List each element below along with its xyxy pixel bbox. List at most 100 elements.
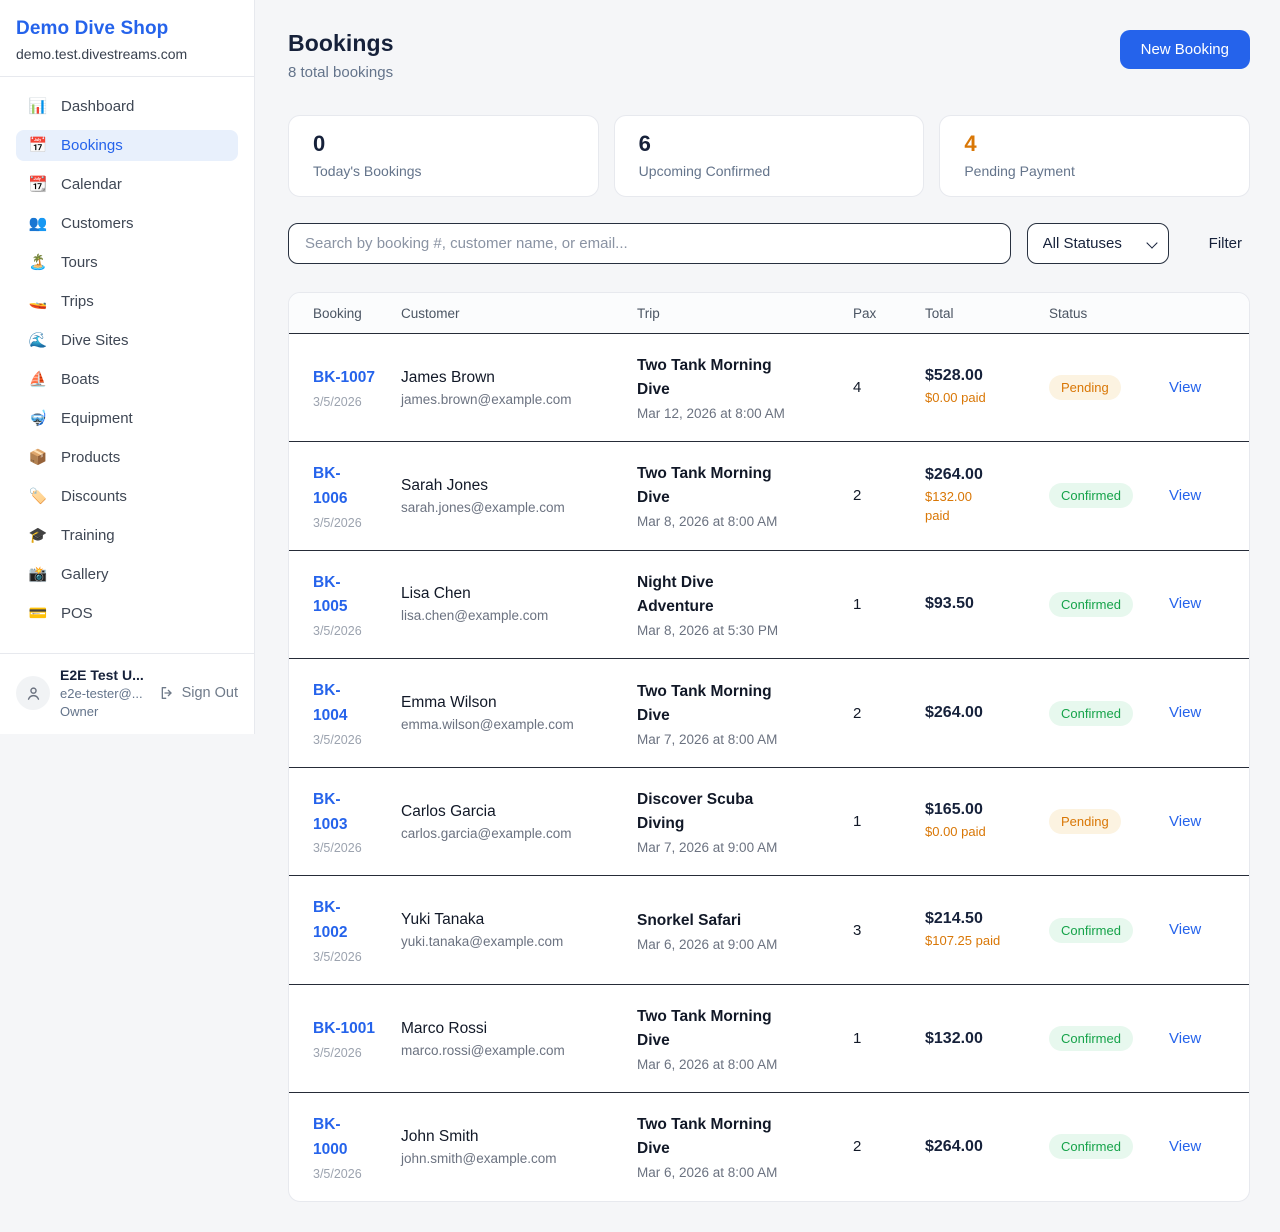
sidebar-item-boats[interactable]: ⛵ Boats bbox=[16, 364, 238, 395]
view-link[interactable]: View bbox=[1169, 812, 1202, 830]
booking-row: BK- 1004 3/5/2026 Emma Wilson emma.wilso… bbox=[289, 658, 1249, 768]
sidebar-item-icon: 👥 bbox=[28, 215, 48, 232]
sidebar-item-trips[interactable]: 🚤 Trips bbox=[16, 286, 238, 317]
sidebar-item-icon: 📊 bbox=[28, 98, 48, 115]
user-name: E2E Test U... bbox=[60, 667, 144, 683]
main-content: Bookings 8 total bookings New Booking 0 … bbox=[255, 0, 1280, 1232]
booking-date: 3/5/2026 bbox=[313, 841, 362, 856]
paid-amount: $0.00 paid bbox=[925, 824, 986, 840]
total-amount: $264.00 bbox=[925, 1137, 983, 1155]
stats-cards: 0 Today's Bookings 6 Upcoming Confirmed … bbox=[288, 115, 1251, 197]
trip-name: Two Tank Morning Dive bbox=[637, 682, 772, 724]
sidebar-item-label: Products bbox=[61, 449, 121, 466]
sidebar-item-label: Dashboard bbox=[61, 98, 135, 115]
sidebar-item-gallery[interactable]: 📸 Gallery bbox=[16, 559, 238, 590]
sign-out-button[interactable]: Sign Out bbox=[159, 685, 238, 701]
view-link[interactable]: View bbox=[1169, 704, 1202, 722]
user-info: E2E Test U... e2e-tester@... Owner bbox=[60, 667, 149, 719]
stat-card: 0 Today's Bookings bbox=[288, 115, 599, 197]
trip-datetime: Mar 6, 2026 at 8:00 AM bbox=[637, 1057, 778, 1073]
total-amount: $264.00 bbox=[925, 465, 983, 483]
booking-id-link[interactable]: BK- 1004 bbox=[313, 682, 348, 725]
sidebar-item-dashboard[interactable]: 📊 Dashboard bbox=[16, 91, 238, 122]
sidebar-item-icon: 🚤 bbox=[28, 293, 48, 310]
booking-id-link[interactable]: BK- 1003 bbox=[313, 790, 348, 833]
status-filter: All Statuses bbox=[1026, 223, 1169, 264]
pax-count: 1 bbox=[853, 983, 925, 1093]
trip-name: Snorkel Safari bbox=[637, 911, 742, 929]
booking-id-link[interactable]: BK-1001 bbox=[313, 1020, 376, 1038]
sidebar-item-equipment[interactable]: 🤿 Equipment bbox=[16, 403, 238, 434]
filter-button[interactable]: Filter bbox=[1201, 235, 1250, 252]
status-filter-select[interactable]: All Statuses bbox=[1026, 223, 1169, 264]
page-subtitle: 8 total bookings bbox=[288, 64, 394, 81]
stat-label: Pending Payment bbox=[964, 163, 1075, 179]
col-customer: Customer bbox=[401, 293, 637, 334]
col-trip: Trip bbox=[637, 293, 853, 334]
trip-name: Two Tank Morning Dive bbox=[637, 1008, 772, 1050]
booking-id-link[interactable]: BK-1007 bbox=[313, 369, 376, 387]
pax-count: 2 bbox=[853, 441, 925, 551]
booking-row: BK- 1003 3/5/2026 Carlos Garcia carlos.g… bbox=[289, 766, 1249, 876]
booking-date: 3/5/2026 bbox=[313, 394, 362, 409]
sidebar-item-bookings[interactable]: 📅 Bookings bbox=[16, 130, 238, 161]
new-booking-button[interactable]: New Booking bbox=[1119, 30, 1250, 69]
view-link[interactable]: View bbox=[1169, 486, 1202, 504]
sidebar: Demo Dive Shop demo.test.divestreams.com… bbox=[0, 0, 255, 734]
sidebar-item-calendar[interactable]: 📆 Calendar bbox=[16, 169, 238, 200]
stat-label: Today's Bookings bbox=[313, 163, 422, 179]
customer-email: carlos.garcia@example.com bbox=[401, 825, 572, 841]
sidebar-header: Demo Dive Shop demo.test.divestreams.com bbox=[0, 0, 254, 77]
search-input[interactable] bbox=[288, 223, 1011, 264]
total-amount: $93.50 bbox=[925, 595, 974, 613]
booking-id-link[interactable]: BK- 1006 bbox=[313, 465, 348, 507]
view-link[interactable]: View bbox=[1169, 595, 1202, 613]
booking-date: 3/5/2026 bbox=[313, 515, 362, 530]
trip-datetime: Mar 12, 2026 at 8:00 AM bbox=[637, 406, 785, 422]
booking-id-link[interactable]: BK- 1002 bbox=[313, 899, 348, 942]
view-link[interactable]: View bbox=[1169, 378, 1202, 396]
status-badge: Confirmed bbox=[1049, 483, 1133, 509]
sidebar-item-icon: 🎓 bbox=[28, 527, 48, 544]
sidebar-item-icon: 🌊 bbox=[28, 332, 48, 349]
sidebar-item-label: Calendar bbox=[61, 176, 122, 193]
customer-email: james.brown@example.com bbox=[401, 391, 572, 407]
booking-date: 3/5/2026 bbox=[313, 1166, 362, 1181]
col-total: Total bbox=[925, 293, 1049, 334]
stat-card: 4 Pending Payment bbox=[939, 115, 1251, 197]
booking-date: 3/5/2026 bbox=[313, 624, 362, 639]
trip-datetime: Mar 7, 2026 at 9:00 AM bbox=[637, 840, 778, 856]
sidebar-item-tours[interactable]: 🏝️ Tours bbox=[16, 247, 238, 278]
paid-amount: $107.25 paid bbox=[925, 932, 1001, 948]
booking-row: BK- 1006 3/5/2026 Sarah Jones sarah.jone… bbox=[289, 441, 1249, 551]
sidebar-item-icon: 📆 bbox=[28, 176, 48, 193]
user-role: Owner bbox=[60, 704, 99, 719]
page-header: Bookings 8 total bookings New Booking bbox=[288, 30, 1250, 81]
sidebar-item-customers[interactable]: 👥 Customers bbox=[16, 208, 238, 239]
sidebar-item-products[interactable]: 📦 Products bbox=[16, 442, 238, 473]
pax-count: 1 bbox=[853, 766, 925, 876]
total-amount: $264.00 bbox=[925, 704, 983, 722]
view-link[interactable]: View bbox=[1169, 1137, 1202, 1155]
stat-value: 4 bbox=[964, 131, 977, 156]
col-pax: Pax bbox=[853, 293, 925, 334]
sidebar-item-icon: 💳 bbox=[28, 605, 48, 622]
sidebar-item-label: Dive Sites bbox=[61, 332, 129, 349]
filter-row: All Statuses Filter bbox=[288, 223, 1250, 264]
sidebar-item-discounts[interactable]: 🏷️ Discounts bbox=[16, 481, 238, 512]
sidebar-item-training[interactable]: 🎓 Training bbox=[16, 520, 238, 551]
booking-id-link[interactable]: BK- 1005 bbox=[313, 573, 348, 616]
booking-row: BK- 1000 3/5/2026 John Smith john.smith@… bbox=[289, 1092, 1249, 1201]
sidebar-item-label: Equipment bbox=[61, 410, 133, 427]
view-link[interactable]: View bbox=[1169, 1029, 1202, 1047]
sidebar-item-dive-sites[interactable]: 🌊 Dive Sites bbox=[16, 325, 238, 356]
customer-name: Carlos Garcia bbox=[401, 802, 496, 820]
trip-datetime: Mar 8, 2026 at 8:00 AM bbox=[637, 514, 778, 530]
trip-datetime: Mar 7, 2026 at 8:00 AM bbox=[637, 731, 778, 747]
status-badge: Confirmed bbox=[1049, 700, 1133, 726]
view-link[interactable]: View bbox=[1169, 921, 1202, 939]
sidebar-item-pos[interactable]: 💳 POS bbox=[16, 598, 238, 629]
status-badge: Confirmed bbox=[1049, 1026, 1133, 1052]
booking-id-link[interactable]: BK- 1000 bbox=[313, 1116, 348, 1158]
